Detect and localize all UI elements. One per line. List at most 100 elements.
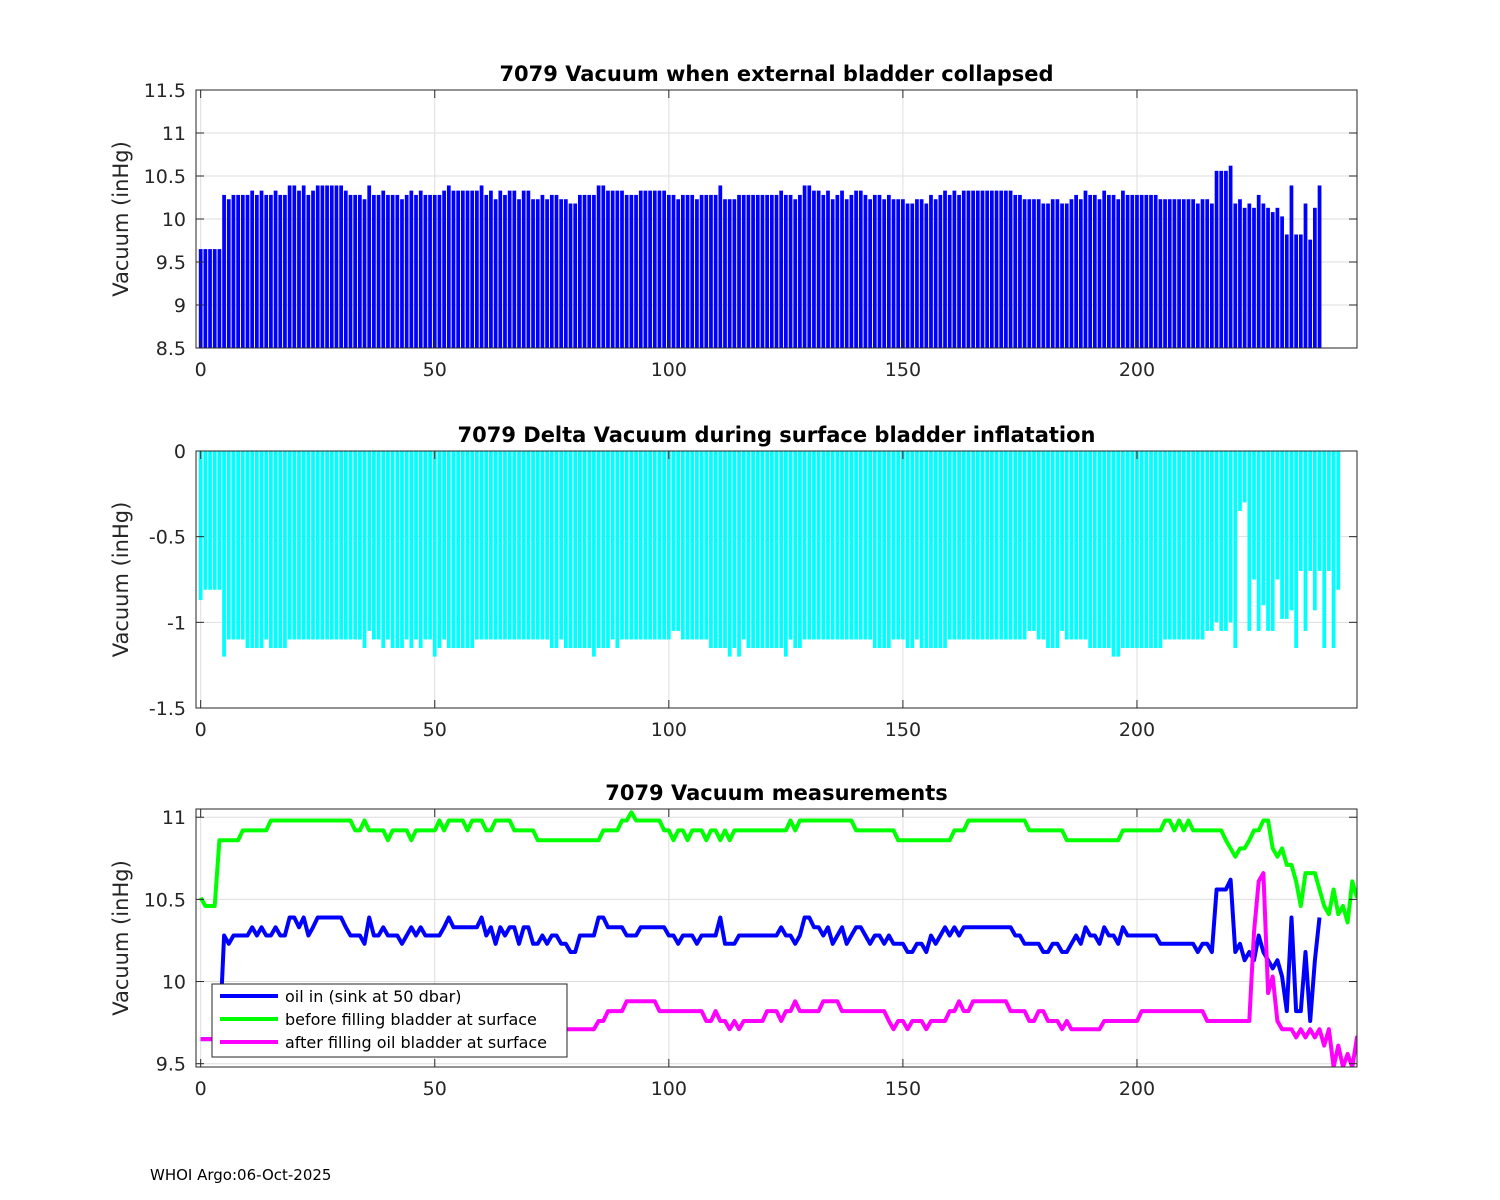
bar xyxy=(1261,451,1266,606)
bar xyxy=(671,451,676,631)
bar xyxy=(278,451,283,649)
bar xyxy=(915,451,919,640)
bar xyxy=(582,451,587,649)
bar xyxy=(938,451,943,649)
bar xyxy=(442,190,446,348)
bar xyxy=(479,185,484,348)
bar xyxy=(442,451,446,640)
bar xyxy=(657,190,662,348)
bar xyxy=(222,194,226,348)
bar xyxy=(685,451,690,640)
bar xyxy=(624,194,629,348)
bar xyxy=(475,190,479,348)
footer-stamp: WHOI Argo:06-Oct-2025 xyxy=(150,1166,332,1184)
bar xyxy=(395,194,400,348)
bar xyxy=(634,194,638,348)
bar xyxy=(732,451,737,649)
bar xyxy=(1167,451,1172,640)
bar xyxy=(849,194,854,348)
bar xyxy=(198,451,203,601)
bar xyxy=(409,451,414,649)
bar xyxy=(1027,199,1032,348)
plot-marks xyxy=(198,165,1322,348)
bar xyxy=(774,451,779,649)
x-tick-label: 200 xyxy=(1119,1078,1155,1100)
bar xyxy=(475,451,479,640)
bar xyxy=(709,194,713,348)
bar xyxy=(301,185,306,348)
bar xyxy=(695,199,699,348)
bar xyxy=(1050,199,1055,348)
bar xyxy=(507,190,512,348)
bar xyxy=(372,451,376,640)
bar xyxy=(1186,199,1191,348)
bar xyxy=(400,451,404,649)
bar xyxy=(1153,194,1158,348)
bar xyxy=(208,451,212,590)
bar xyxy=(1046,203,1050,348)
bar xyxy=(418,190,423,348)
bar xyxy=(652,451,657,640)
bar xyxy=(470,190,475,348)
bar xyxy=(1177,451,1181,640)
bar xyxy=(690,451,695,640)
bar xyxy=(531,451,535,640)
bar xyxy=(989,190,994,348)
bar xyxy=(484,451,489,640)
bar xyxy=(985,451,990,640)
y-tick-label: 10.5 xyxy=(144,889,186,911)
bar xyxy=(812,190,816,348)
bar xyxy=(1149,194,1153,348)
bar xyxy=(746,194,751,348)
bar xyxy=(521,190,526,348)
x-tick-label: 150 xyxy=(885,359,921,381)
x-tick-label: 150 xyxy=(885,1078,921,1100)
bar xyxy=(240,451,245,640)
bar xyxy=(292,185,297,348)
bar xyxy=(975,190,980,348)
bar xyxy=(1233,203,1238,348)
bar xyxy=(414,194,418,348)
bar xyxy=(446,451,451,649)
bar xyxy=(840,451,844,640)
bar xyxy=(854,190,858,348)
bar xyxy=(1107,451,1111,649)
bar xyxy=(1191,451,1196,640)
bar xyxy=(357,451,362,640)
bar xyxy=(802,451,807,640)
bar xyxy=(961,190,966,348)
axes-box xyxy=(195,808,1358,1068)
bar xyxy=(886,194,891,348)
bar xyxy=(793,451,798,649)
bar xyxy=(1266,207,1270,348)
bar xyxy=(339,451,343,640)
bar xyxy=(999,451,1004,640)
bar xyxy=(896,199,901,348)
bar xyxy=(957,194,961,348)
bar xyxy=(1242,451,1247,503)
bar xyxy=(465,190,470,348)
bar xyxy=(428,451,432,640)
bar xyxy=(1083,190,1088,348)
bar xyxy=(573,203,578,348)
bar xyxy=(695,451,699,640)
bar xyxy=(863,451,868,640)
bar xyxy=(301,451,306,640)
bar xyxy=(1036,451,1041,640)
bar xyxy=(451,451,456,649)
bar xyxy=(409,190,414,348)
chart-panel-vacuum-collapsed: 0 50 100 150 200 8.5 9 9.5 10 10.5 11 11.5 7079 Vacu… xyxy=(109,62,1358,381)
bar xyxy=(1149,451,1153,649)
bar xyxy=(713,194,718,348)
bar xyxy=(1116,199,1121,348)
bar xyxy=(1261,203,1266,348)
bar xyxy=(1036,199,1041,348)
bar xyxy=(821,194,826,348)
x-tick-label: 50 xyxy=(423,359,447,381)
bar xyxy=(526,190,531,348)
bar xyxy=(680,194,685,348)
bar xyxy=(615,451,620,649)
legend-label: before filling bladder at surface xyxy=(285,1010,537,1029)
bar xyxy=(1097,199,1102,348)
bar xyxy=(816,190,821,348)
